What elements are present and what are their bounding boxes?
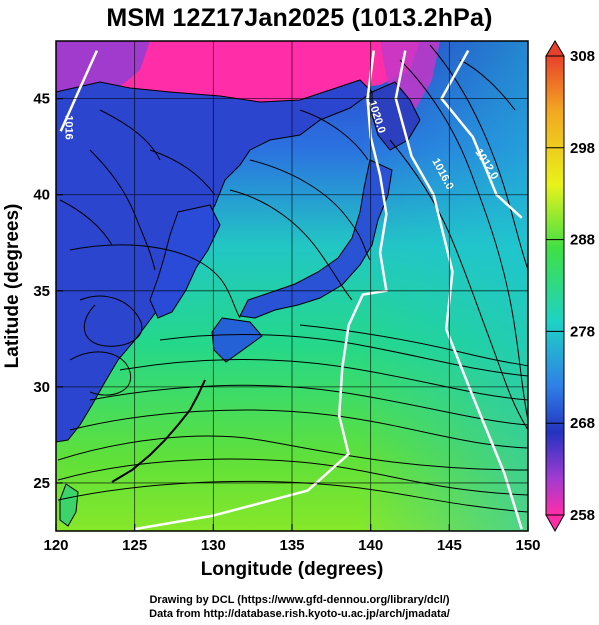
pressure-contour-1016 [59, 50, 99, 132]
y-tick-label: 40 [33, 187, 50, 204]
x-tick-label: 135 [279, 537, 304, 554]
contour-label: 1016 [62, 115, 74, 139]
y-axis-label: Latitude (degrees) [2, 204, 23, 369]
colorbar-bottom-arrow [545, 514, 565, 533]
x-tick-label: 150 [515, 537, 540, 554]
x-tick-label: 125 [122, 537, 147, 554]
pressure-contour-1016.0 [394, 50, 523, 530]
credit-drawing: Drawing by DCL (https://www.gfd-dennou.o… [149, 594, 450, 606]
colorbar: 308 298 288 278 268 258 [545, 40, 595, 533]
cold-air-region [56, 41, 420, 102]
x-tick-label: 130 [201, 537, 226, 554]
x-tick-label: 120 [43, 537, 68, 554]
y-tick-label: 25 [33, 475, 50, 492]
map-gridlines [56, 41, 528, 531]
pressure-contour-1012.0 [440, 49, 523, 219]
colorbar-tick-label: 288 [570, 232, 595, 249]
honshu [239, 159, 393, 319]
credit-text: Drawing by DCL (https://www.gfd-dennou.o… [0, 593, 599, 621]
x-tick-label: 140 [358, 537, 383, 554]
colorbar-tick-label: 258 [570, 507, 595, 524]
colorbar-tick-label: 278 [570, 323, 595, 340]
wind-streamlines [57, 44, 528, 513]
x-tick-label: 145 [437, 537, 462, 554]
colorbar-tick-label: 268 [570, 415, 595, 432]
pressure-contour-1020.0 [134, 50, 388, 531]
credit-data-source: Data from http://database.rish.kyoto-u.a… [149, 608, 450, 620]
colorbar-scale [545, 55, 565, 516]
x-axis-label: Longitude (degrees) [201, 559, 384, 580]
axis-ticks: 120 125 130 135 140 145 150 25 30 35 40 45 [33, 91, 540, 554]
y-tick-label: 35 [33, 283, 50, 300]
colorbar-top-arrow [545, 40, 565, 57]
korean-peninsula [149, 204, 221, 319]
colorbar-tick-label: 308 [570, 48, 595, 65]
y-tick-label: 30 [33, 379, 50, 396]
y-tick-label: 45 [33, 91, 50, 108]
map-title: MSM 12Z17Jan2025 (1013.2hPa) [106, 4, 493, 32]
colorbar-tick-label: 298 [570, 140, 595, 157]
